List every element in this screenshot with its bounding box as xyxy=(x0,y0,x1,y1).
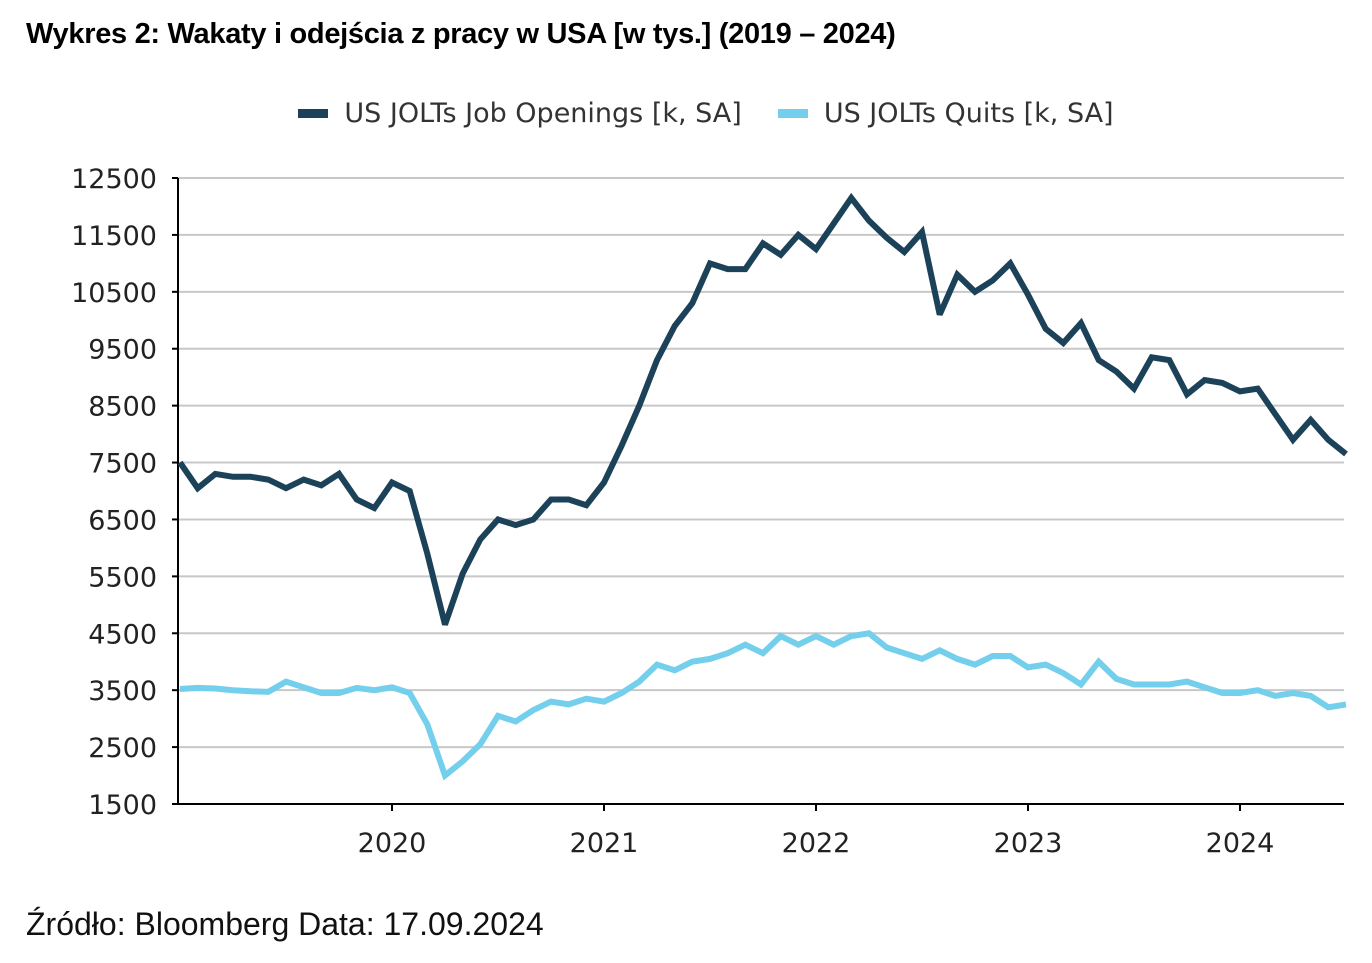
y-tick-label: 1500 xyxy=(88,790,157,821)
y-tick-label: 12500 xyxy=(71,164,157,195)
x-tick-label: 2024 xyxy=(1206,828,1275,859)
y-tick-label: 7500 xyxy=(88,449,157,480)
x-tick-label: 2022 xyxy=(782,828,851,859)
y-tick-label: 6500 xyxy=(88,505,157,536)
series-line-job-openings xyxy=(177,192,1348,626)
y-tick-label: 11500 xyxy=(71,221,157,252)
series-line-quits xyxy=(179,630,1347,781)
y-tick-label: 4500 xyxy=(88,619,157,650)
legend-item-job-openings: US JOLTs Job Openings [k, SA] xyxy=(298,98,742,129)
y-tick-label: 9500 xyxy=(88,335,157,366)
y-tick-label: 10500 xyxy=(71,278,157,309)
y-tick-label: 2500 xyxy=(88,733,157,764)
legend-label-job-openings: US JOLTs Job Openings [k, SA] xyxy=(344,98,742,129)
y-tick-label: 3500 xyxy=(88,676,157,707)
x-tick-label: 2020 xyxy=(358,828,427,859)
legend-swatch-job-openings xyxy=(298,109,329,118)
legend: US JOLTs Job Openings [k, SA] US JOLTs Q… xyxy=(0,98,1372,129)
x-tick-label: 2023 xyxy=(994,828,1063,859)
x-tick-label: 2021 xyxy=(570,828,639,859)
chart-title: Wykres 2: Wakaty i odejścia z pracy w US… xyxy=(26,18,896,50)
y-tick-label: 8500 xyxy=(88,392,157,423)
legend-label-quits: US JOLTs Quits [k, SA] xyxy=(823,98,1114,129)
legend-swatch-quits xyxy=(777,109,808,118)
legend-item-quits: US JOLTs Quits [k, SA] xyxy=(777,98,1114,129)
y-tick-label: 5500 xyxy=(88,562,157,593)
source-note: Źródło: Bloomberg Data: 17.09.2024 xyxy=(26,906,544,942)
